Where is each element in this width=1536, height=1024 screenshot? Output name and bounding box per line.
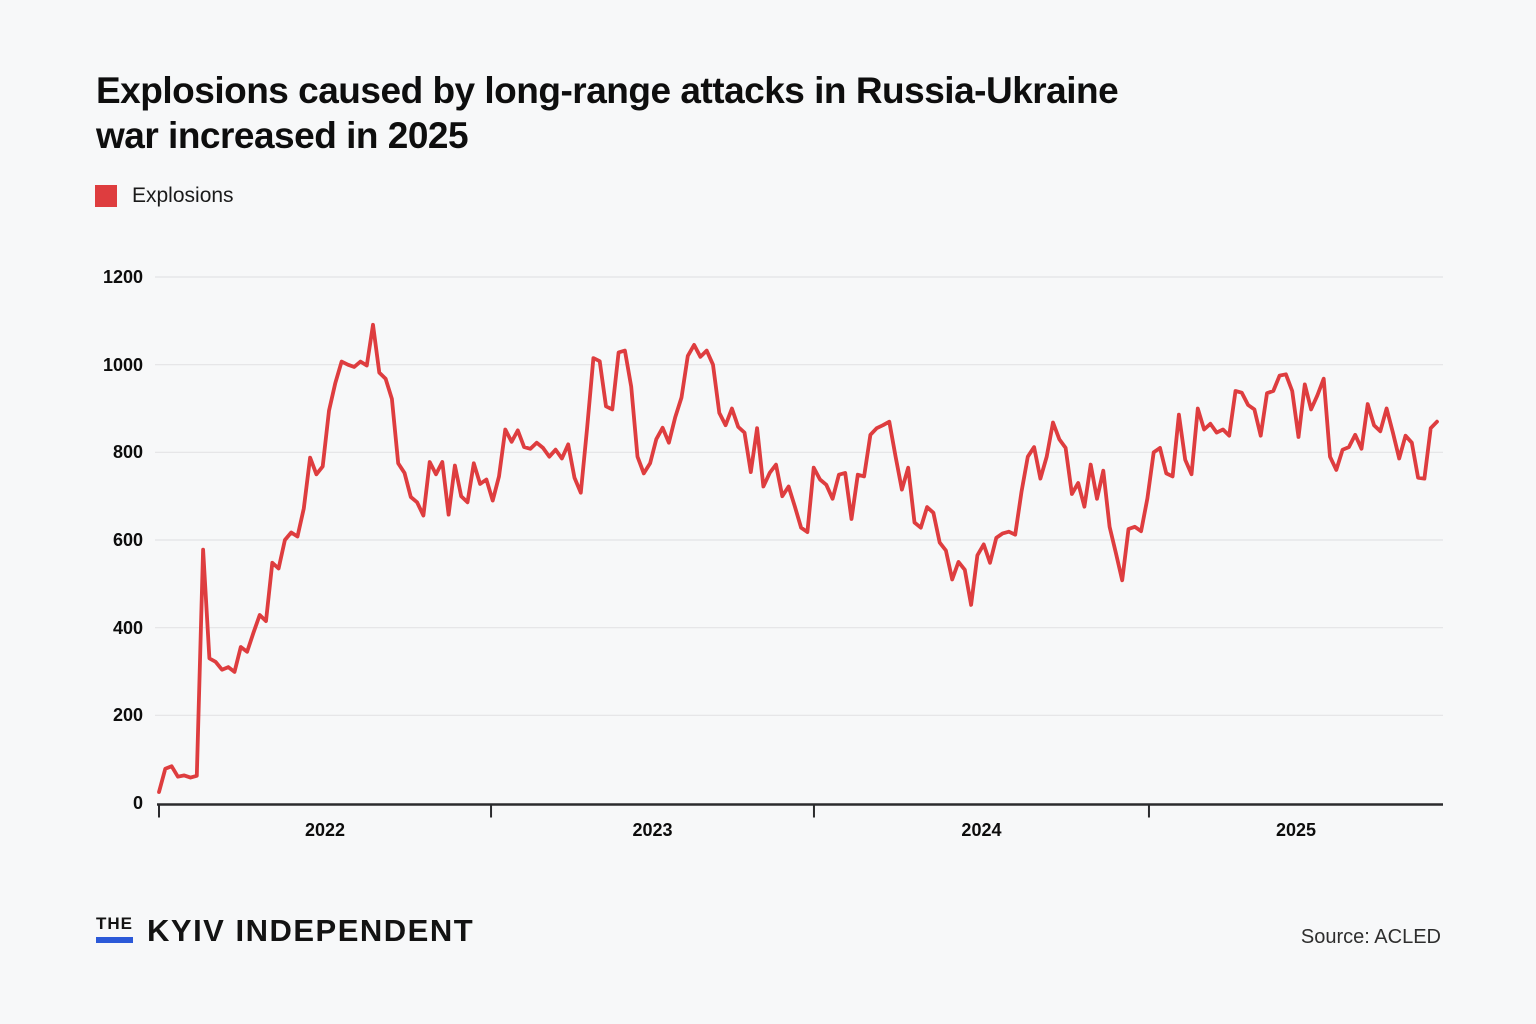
legend-label: Explosions — [132, 184, 234, 207]
y-axis-label-600: 600 — [112, 530, 143, 550]
y-axis-label-800: 800 — [112, 442, 143, 463]
x-axis-label-2025: 2025 — [1275, 820, 1316, 840]
y-axis-label-1000: 1000 — [102, 354, 143, 375]
y-axis-label-0: 0 — [132, 793, 143, 813]
y-axis-label-200: 200 — [112, 705, 143, 726]
x-axis-label-2024: 2024 — [961, 820, 1002, 840]
kyiv-independent-logo: THE KYIV INDEPENDENT — [96, 915, 474, 946]
x-axis-label-2023: 2023 — [632, 820, 673, 840]
chart-title: Explosions caused by long-range attacks … — [96, 68, 1119, 158]
logo-name: KYIV INDEPENDENT — [147, 913, 475, 948]
y-axis-label-1200: 1200 — [102, 267, 143, 287]
legend-swatch-icon — [95, 185, 117, 207]
source-label: Source: ACLED — [1300, 926, 1441, 948]
logo-the: THE — [96, 915, 133, 943]
explosions-series-line — [157, 322, 1439, 794]
legend: Explosions — [95, 184, 234, 208]
chart-title-line1: Explosions caused by long-range attacks … — [96, 70, 1119, 111]
chart-title-line2: war increased in 2025 — [96, 115, 469, 156]
x-axis-label-2022: 2022 — [304, 820, 346, 840]
y-axis-label-400: 400 — [112, 617, 143, 638]
